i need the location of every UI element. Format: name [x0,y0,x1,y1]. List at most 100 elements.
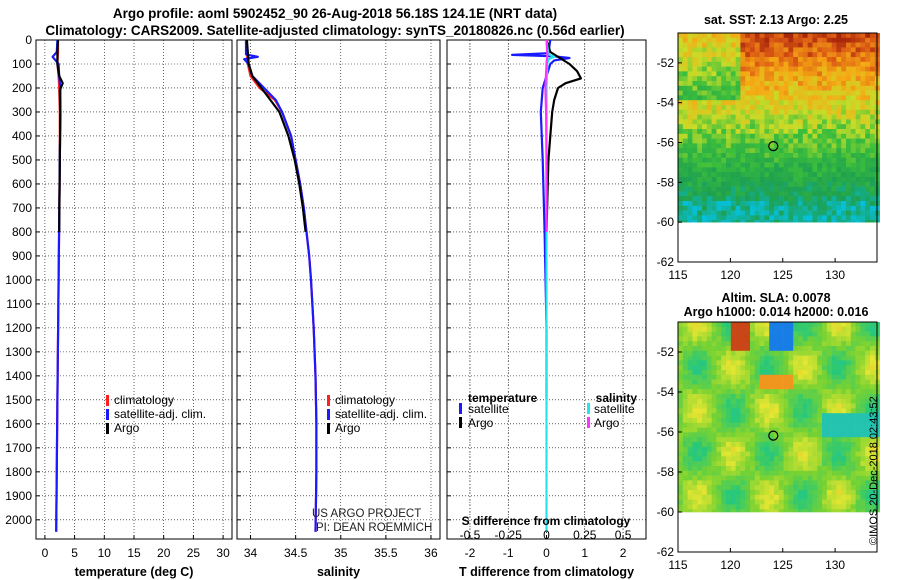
heatmap-cell [812,490,818,496]
heatmap-cell [831,379,837,385]
heatmap-cell [678,172,684,178]
heatmap-cell [774,105,780,111]
heatmap-cell [706,365,712,371]
heatmap-cell [807,167,813,173]
heatmap-cell [759,365,765,371]
heatmap-cell [774,331,780,337]
heatmap-cell [726,119,732,125]
heatmap-cell [870,461,876,467]
heatmap-cell [836,153,842,159]
heatmap-cell [850,162,856,168]
heatmap-cell [682,408,688,414]
heatmap-cell [726,365,732,371]
heatmap-cell [711,133,717,139]
heatmap-cell [740,451,746,457]
heatmap-cell [798,191,804,197]
heatmap-cell [711,191,717,197]
heatmap-cell [692,475,698,481]
heatmap-cell [735,398,741,404]
heatmap-cell [706,341,712,347]
heatmap-cell [769,341,775,347]
heatmap-cell [740,33,746,39]
heatmap-cell [807,81,813,87]
heatmap-cell [855,379,861,385]
x-tick-label: 2 [620,546,627,560]
heatmap-cell [817,85,823,91]
heatmap-cell [846,71,852,77]
heatmap-cell [769,52,775,58]
heatmap-cell [687,326,693,332]
heatmap-cell [759,331,765,337]
heatmap-cell [783,37,789,43]
heatmap-cell [702,143,708,149]
heatmap-cell [682,346,688,352]
heatmap-cell [826,220,832,223]
heatmap-cell [706,172,712,178]
heatmap-cell [721,153,727,159]
heatmap-cell [783,215,789,221]
heatmap-cell [735,384,741,390]
heatmap-cell [870,336,876,342]
heatmap-cell [745,148,751,154]
heatmap-cell [697,37,703,43]
heatmap-cell [721,350,727,356]
heatmap-cell [807,379,813,385]
heatmap-cell [721,133,727,139]
heatmap-cell [706,52,712,58]
heatmap-cell [692,114,698,120]
heatmap-cell [735,124,741,130]
heatmap-cell [778,153,784,159]
salinity-axes-frame [236,39,441,540]
heatmap-cell [735,341,741,347]
heatmap-cell [754,191,760,197]
heatmap-cell [850,470,856,476]
heatmap-cell [769,105,775,111]
heatmap-cell [798,437,804,443]
heatmap-cell [687,201,693,207]
heatmap-cell [836,95,842,101]
heatmap-cell [721,365,727,371]
heatmap-cell [730,336,736,342]
sst_map-frame [677,32,878,263]
heatmap-cell [721,210,727,216]
heatmap-cell [740,504,746,510]
heatmap-cell [711,442,717,448]
y-tick-label: 700 [12,201,32,215]
heatmap-cell [826,157,832,163]
heatmap-cell [846,331,852,337]
heatmap-cell [764,466,770,472]
heatmap-cell [740,322,746,328]
heatmap-cell [826,100,832,106]
heatmap-cell [682,57,688,63]
heatmap-cell [721,418,727,424]
heatmap-cell [793,143,799,149]
heatmap-cell [716,133,722,139]
heatmap-cell [774,177,780,183]
heatmap-cell [721,47,727,53]
heatmap-cell [807,124,813,130]
heatmap-cell [783,504,789,510]
heatmap-cell [687,61,693,67]
heatmap-cell [687,105,693,111]
heatmap-cell [831,61,837,67]
heatmap-cell [846,427,852,433]
heatmap-cell [802,114,808,120]
heatmap-cell [865,413,871,419]
heatmap-cell [802,90,808,96]
heatmap-cell [817,177,823,183]
legend-label: satellite [468,402,509,416]
heatmap-cell [860,442,866,448]
heatmap-cell [678,42,684,48]
heatmap-cell [769,408,775,414]
heatmap-cell [687,322,693,328]
heatmap-cell [716,124,722,130]
heatmap-cell [855,326,861,332]
heatmap-cell [802,418,808,424]
heatmap-cell [870,85,876,91]
heatmap-cell [798,466,804,472]
heatmap-cell [855,114,861,120]
heatmap-cell [793,191,799,197]
heatmap-cell [846,81,852,87]
heatmap-cell [735,394,741,400]
heatmap-cell [836,57,842,63]
